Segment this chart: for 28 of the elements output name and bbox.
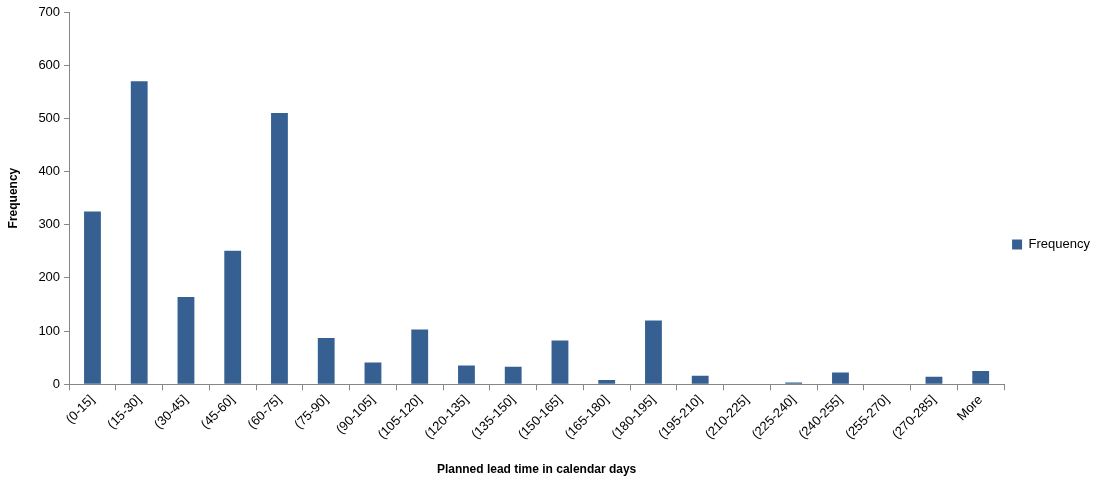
- bar: [224, 250, 242, 384]
- y-tick-label: 400: [38, 163, 61, 179]
- y-tick-label: 100: [38, 322, 61, 338]
- bar: [458, 365, 475, 384]
- bar: [925, 376, 943, 384]
- y-tick-label: 500: [38, 109, 61, 125]
- y-tick-label: 300: [38, 216, 61, 232]
- bar: [832, 372, 849, 384]
- bar: [130, 81, 148, 384]
- bar: [411, 329, 429, 384]
- legend-label: Frequency: [1028, 236, 1091, 252]
- bar: [364, 362, 382, 384]
- y-tick-label: 0: [52, 375, 61, 391]
- y-tick-label: 200: [38, 269, 61, 285]
- y-tick-label: 700: [38, 3, 61, 19]
- bar: [504, 366, 522, 384]
- bar: [271, 113, 288, 384]
- x-axis-title: Planned lead time in calendar days: [436, 462, 637, 477]
- bar: [598, 379, 616, 384]
- bar: [317, 337, 335, 384]
- bar: [972, 370, 990, 384]
- bar: [645, 320, 662, 384]
- y-axis-title: Frequency: [5, 167, 20, 229]
- bar: [691, 375, 709, 384]
- y-tick-label: 600: [38, 56, 61, 72]
- bar: [84, 211, 101, 384]
- bar: [551, 340, 569, 384]
- bar: [177, 297, 195, 384]
